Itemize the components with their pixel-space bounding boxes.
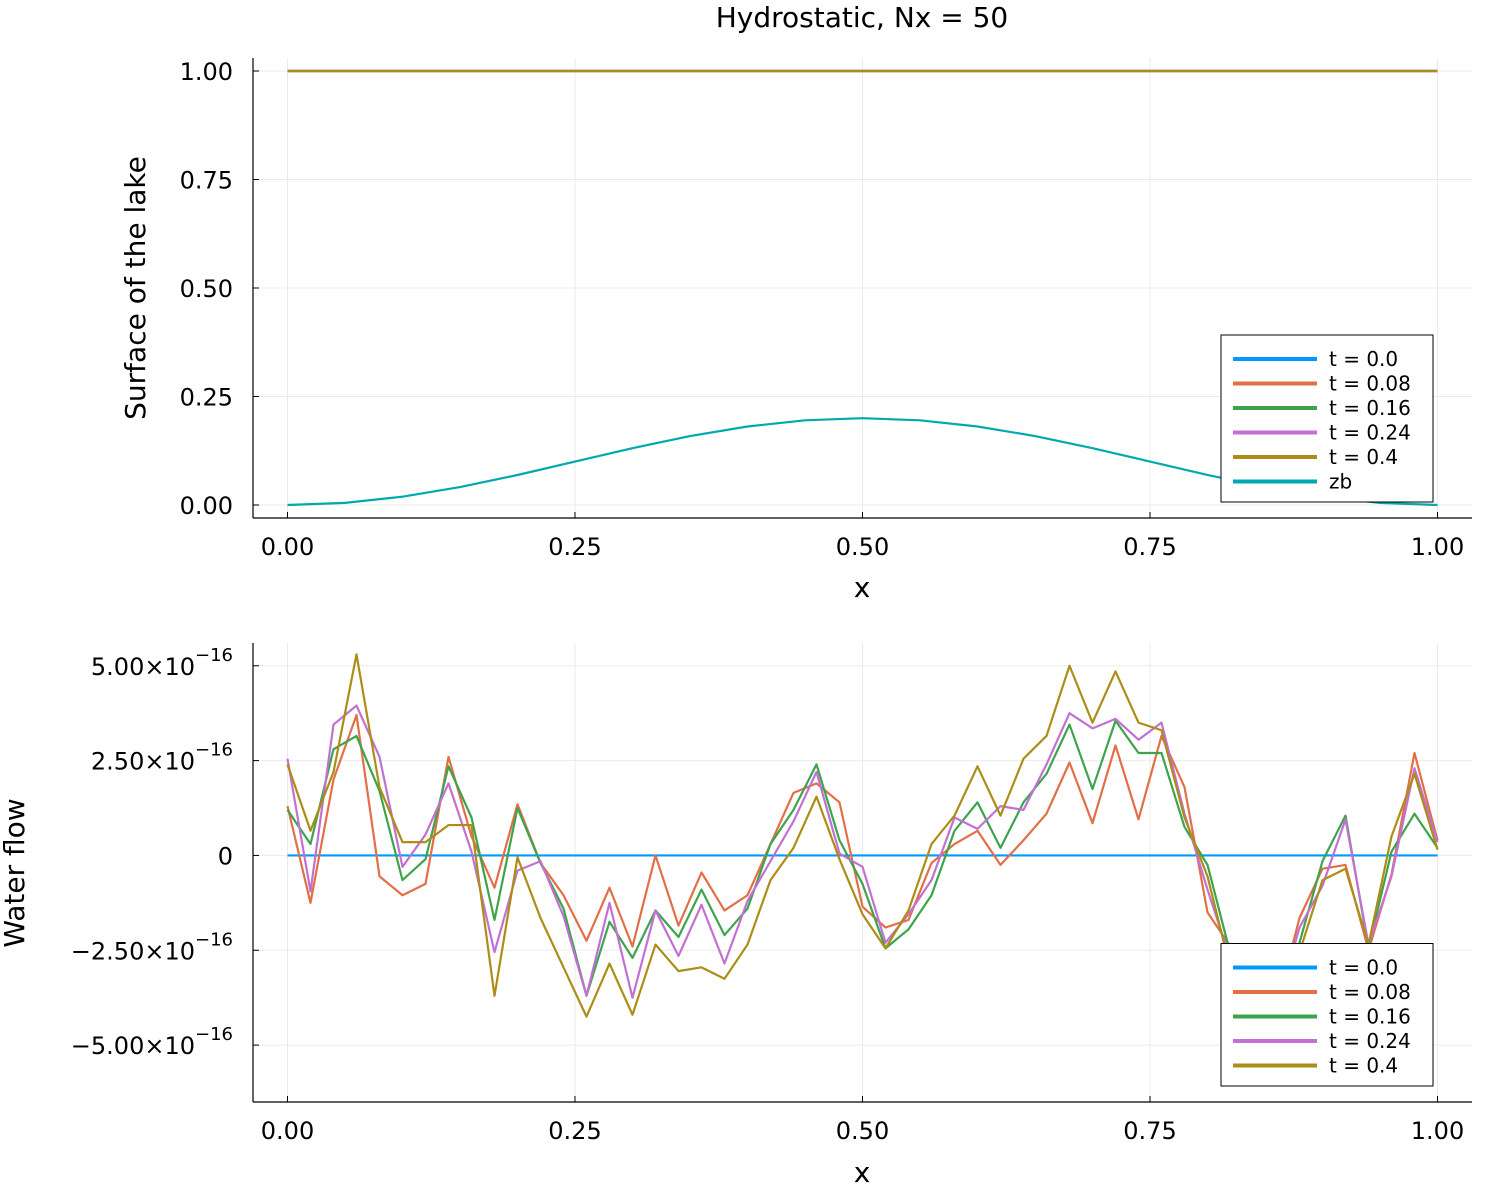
bottom-x-tick-label: 0.75 [1123, 1117, 1176, 1145]
bottom-y-tick-label: −5.00×10−16 [71, 1024, 233, 1060]
bottom-legend-label-t-0-08: t = 0.08 [1329, 980, 1411, 1004]
bottom-legend-label-t-0-0: t = 0.0 [1329, 956, 1398, 980]
bottom-legend-label-t-0-16: t = 0.16 [1329, 1005, 1411, 1029]
top-y-tick-label: 0.75 [180, 167, 233, 195]
top-x-tick-label: 0.75 [1123, 533, 1176, 561]
top-x-tick-label: 1.00 [1411, 533, 1464, 561]
bottom-x-tick-label: 0.25 [548, 1117, 601, 1145]
top-legend: t = 0.0t = 0.08t = 0.16t = 0.24t = 0.4zb [1220, 334, 1434, 503]
top-y-tick-label: 0.25 [180, 383, 233, 411]
top-series [287, 69, 1438, 507]
top-x-axis-label: x [854, 571, 871, 604]
bottom-legend-label-t-0-24: t = 0.24 [1329, 1029, 1411, 1053]
bottom-y-axis-label: Water flow [0, 798, 31, 947]
top-y-tick-label: 1.00 [180, 58, 233, 86]
bottom-legend: t = 0.0t = 0.08t = 0.16t = 0.24t = 0.4 [1220, 943, 1434, 1087]
top-legend-label-zb: zb [1329, 470, 1352, 494]
panel-bottom: 0.00 0.25 0.50 0.75 1.00 5.00×10−16 2.50×10−16… [0, 643, 1472, 1189]
top-legend-label-t-0-24: t = 0.24 [1329, 421, 1411, 445]
bottom-ticks: 0.00 0.25 0.50 0.75 1.00 5.00×10−16 2.50×10−16… [71, 645, 1464, 1145]
bottom-y-tick-label: 0 [218, 842, 233, 870]
top-y-axis-label: Surface of the lake [119, 156, 152, 420]
bottom-x-tick-label: 0.50 [836, 1117, 889, 1145]
top-legend-label-t-0-16: t = 0.16 [1329, 396, 1411, 420]
bottom-y-tick-label: 2.50×10−16 [91, 740, 233, 776]
panel-top: Hydrostatic, Nx = 50 0.00 0.25 0.50 0.75 1.0… [119, 1, 1472, 604]
bottom-x-tick-label: 1.00 [1411, 1117, 1464, 1145]
chart-title: Hydrostatic, Nx = 50 [716, 1, 1009, 34]
top-ticks: 0.00 0.25 0.50 0.75 1.00 0.00 0.25 0.50 0.75 1.00 [180, 58, 1465, 561]
top-x-tick-label: 0.00 [261, 533, 314, 561]
top-legend-label-t-0-0: t = 0.0 [1329, 347, 1398, 371]
top-y-tick-label: 0.00 [180, 492, 233, 520]
top-y-tick-label: 0.50 [180, 275, 233, 303]
top-x-tick-label: 0.50 [836, 533, 889, 561]
bottom-legend-label-t-0-4: t = 0.4 [1329, 1054, 1398, 1078]
bottom-x-axis-label: x [854, 1156, 871, 1189]
top-x-tick-label: 0.25 [548, 533, 601, 561]
top-legend-label-t-0-4: t = 0.4 [1329, 445, 1398, 469]
bottom-y-tick-label: 5.00×10−16 [91, 645, 233, 681]
top-legend-label-t-0-08: t = 0.08 [1329, 372, 1411, 396]
bottom-y-tick-label: −2.50×10−16 [71, 929, 233, 965]
top-legend-box [1220, 334, 1434, 503]
bottom-x-tick-label: 0.00 [261, 1117, 314, 1145]
